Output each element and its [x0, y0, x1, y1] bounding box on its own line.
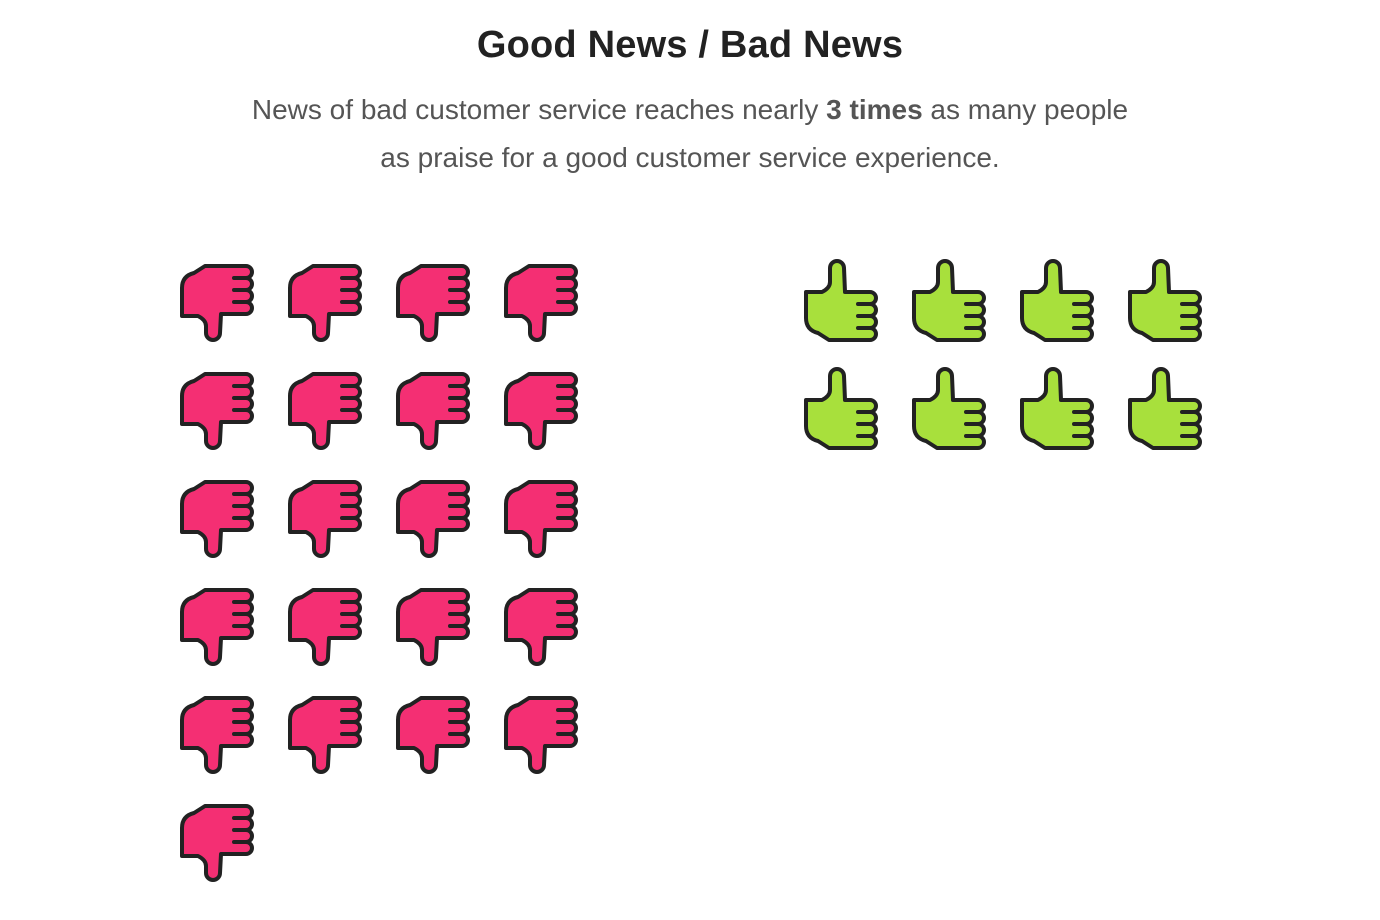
- thumbs-up-icon: [1128, 259, 1202, 342]
- thumbs-down-icon: [396, 696, 470, 774]
- thumbs-down-icon: [180, 480, 254, 558]
- thumbs-down-icon: [288, 480, 362, 558]
- thumbs-down-icon: [288, 372, 362, 450]
- thumbs-down-icon: [504, 480, 578, 558]
- thumbs-up-icon: [804, 367, 878, 450]
- thumbs-up-icon: [912, 367, 986, 450]
- bad-news-group: [180, 264, 578, 882]
- thumbs-up-icon: [912, 259, 986, 342]
- thumbs-up-icon: [1128, 367, 1202, 450]
- subtitle-text-start: News of bad customer service reaches nea…: [251, 94, 827, 125]
- thumbs-down-icon: [180, 696, 254, 774]
- subtitle-line-2: as praise for a good customer service ex…: [380, 142, 1000, 173]
- thumbs-down-icon: [504, 372, 578, 450]
- page-subtitle: News of bad customer service reaches nea…: [190, 86, 1190, 182]
- thumbs-down-icon: [396, 480, 470, 558]
- thumbs-down-icon: [288, 588, 362, 666]
- thumbs-down-icon: [396, 372, 470, 450]
- subtitle-emphasis: 3 times: [826, 94, 923, 125]
- thumbs-down-icon: [396, 264, 470, 342]
- thumbs-down-icon: [180, 264, 254, 342]
- thumbs-up-icon: [804, 259, 878, 342]
- thumbs-down-icon: [180, 804, 254, 882]
- good-news-group: [804, 259, 1202, 450]
- thumbs-up-icon: [1020, 367, 1094, 450]
- page-title: Good News / Bad News: [476, 24, 904, 66]
- thumbs-down-icon: [396, 588, 470, 666]
- thumbs-down-icon: [504, 264, 578, 342]
- thumbs-down-icon: [504, 588, 578, 666]
- thumbs-down-icon: [288, 264, 362, 342]
- thumbs-down-icon: [180, 372, 254, 450]
- thumbs-down-icon: [180, 588, 254, 666]
- subtitle-text-end: as many people: [922, 94, 1129, 125]
- thumbs-up-icon: [1020, 259, 1094, 342]
- thumbs-down-icon: [288, 696, 362, 774]
- thumbs-down-icon: [504, 696, 578, 774]
